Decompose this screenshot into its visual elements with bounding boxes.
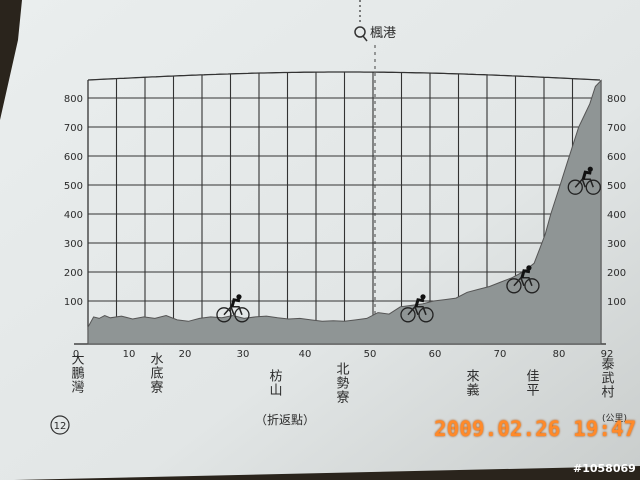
y-tick-label-left: 300 xyxy=(64,239,83,250)
cyclist-icon xyxy=(400,294,434,323)
y-axis-left: 800 700 600 500 400 300 200 100 xyxy=(64,94,83,308)
y-tick-label-left: 800 xyxy=(64,94,83,105)
turnaround-note: （折返點） xyxy=(255,412,315,427)
x-tick-label: 20 xyxy=(179,349,192,360)
photo-id: #1058069 xyxy=(573,462,636,475)
x-tick-label: 50 xyxy=(364,349,377,360)
elevation-area xyxy=(87,79,602,345)
top-label-text: 楓港 xyxy=(370,26,396,41)
y-tick-label-right: 800 xyxy=(607,94,626,105)
y-tick-label-right: 500 xyxy=(607,181,626,192)
x-tick-label: 30 xyxy=(237,349,250,360)
place-label: 北勢寮 xyxy=(334,362,350,404)
unit-note: (公里) xyxy=(602,413,627,424)
y-tick-label-right: 700 xyxy=(607,123,626,134)
y-tick-label-right: 400 xyxy=(607,210,626,221)
place-label: 來義 xyxy=(464,369,480,397)
y-tick-label-right: 200 xyxy=(607,268,626,279)
place-label: 水底寮 xyxy=(148,352,164,394)
location-marker-icon xyxy=(354,26,366,38)
cyclist-icon xyxy=(506,265,540,294)
place-label: 佳平 xyxy=(524,369,540,397)
x-tick-label: 60 xyxy=(429,349,442,360)
x-tick-label: 70 xyxy=(494,349,507,360)
place-label: 泰武村 xyxy=(599,357,615,399)
y-tick-label-left: 600 xyxy=(64,152,83,163)
cyclist-icon xyxy=(567,166,601,195)
page-number: 12 xyxy=(54,421,67,432)
cyclist-icons xyxy=(216,166,601,323)
x-tick-label: 40 xyxy=(299,349,312,360)
cyclist-icon xyxy=(216,294,250,323)
chart-top-border xyxy=(87,71,601,81)
x-tick-label: 0 xyxy=(73,349,79,360)
x-tick-label: 80 xyxy=(553,349,566,360)
y-tick-label-left: 700 xyxy=(64,123,83,134)
y-tick-label-left: 400 xyxy=(64,210,83,221)
x-tick-label: 92 xyxy=(601,349,614,360)
x-tick-label: 10 xyxy=(123,349,136,360)
y-tick-label-left: 100 xyxy=(64,297,83,308)
place-label: 大鵬灣 xyxy=(69,352,85,394)
y-tick-label-left: 200 xyxy=(64,268,83,279)
y-axis-right: 800 700 600 500 400 300 200 100 xyxy=(607,94,626,308)
y-tick-label-right: 100 xyxy=(607,297,626,308)
y-tick-label-left: 500 xyxy=(64,181,83,192)
date-stamp: 2009.02.26 19:47 xyxy=(434,417,637,441)
page-number-circle xyxy=(50,415,70,435)
place-labels: 大鵬灣 水底寮 枋山 北勢寮 來義 佳平 泰武村 xyxy=(69,352,615,404)
place-label: 枋山 xyxy=(267,368,283,397)
top-place-label: 楓港 xyxy=(354,0,396,42)
y-tick-label-right: 300 xyxy=(607,239,626,250)
y-tick-label-right: 600 xyxy=(607,152,626,163)
x-axis: 0 10 20 30 40 50 60 70 80 92 xyxy=(73,349,614,360)
